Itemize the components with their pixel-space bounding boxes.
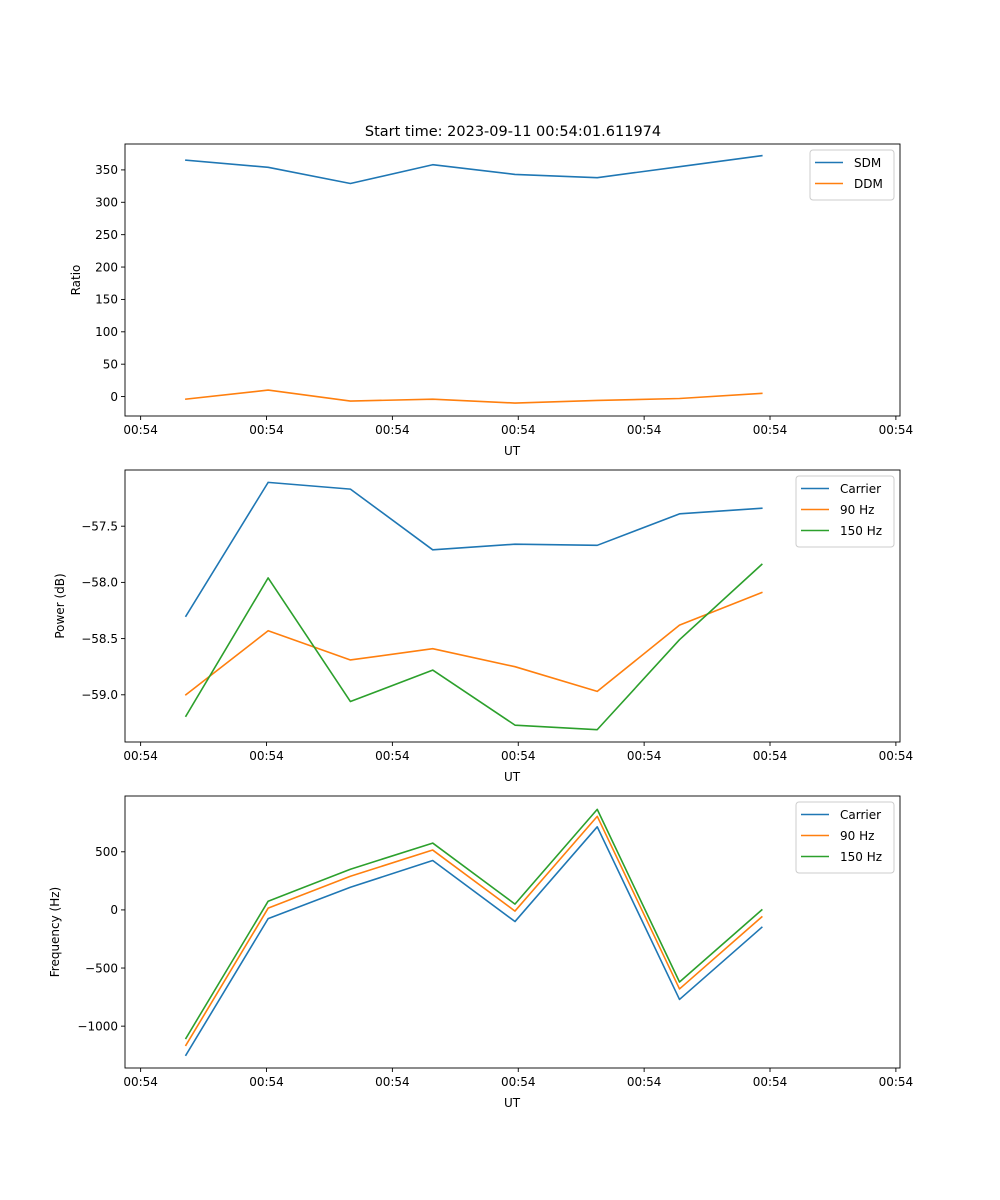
ratio-y-tick-label: 50 [103, 357, 118, 371]
power-x-tick-label: 00:54 [249, 749, 284, 763]
frequency-legend: Carrier 90 Hz 150 Hz [795, 801, 895, 874]
frequency-x-tick-label: 00:54 [879, 1075, 914, 1089]
power-x-tick-label: 00:54 [753, 749, 788, 763]
power-axes-frame [124, 469, 901, 743]
ratio-x-tick-label: 00:54 [753, 423, 788, 437]
ratio-y-tick-label: 100 [95, 325, 118, 339]
ratio-y-tick-label: 150 [95, 293, 118, 307]
frequency-series-group [184, 808, 763, 1057]
frequency-legend-label: 150 Hz [840, 850, 882, 864]
power-legend-box [795, 475, 895, 548]
ratio-panel: 00:54 00:54 00:54 00:54 00:54 00:54 00:54 0 50 10… [69, 143, 914, 458]
power-y-axis-label: Power (dB) [53, 573, 67, 638]
ratio-x-tick-label: 00:54 [249, 423, 284, 437]
frequency-y-tick-label: 500 [95, 845, 118, 859]
power-y-tick-label: −59.0 [81, 688, 118, 702]
ratio-x-axis-label: UT [504, 444, 521, 458]
power-legend: Carrier 90 Hz 150 Hz [795, 475, 895, 548]
ratio-x-tick-label: 00:54 [879, 423, 914, 437]
ratio-legend-label: DDM [854, 177, 883, 191]
frequency-panel: 00:54 00:54 00:54 00:54 00:54 00:54 00:54 −1000… [48, 795, 914, 1110]
frequency-x-axis-label: UT [504, 1096, 521, 1110]
ratio-x-tick-label: 00:54 [627, 423, 662, 437]
ratio-series-line-ddm [184, 389, 763, 404]
frequency-legend-label: Carrier [840, 808, 881, 822]
frequency-x-tick-label: 00:54 [249, 1075, 284, 1089]
frequency-x-tick-label: 00:54 [375, 1075, 410, 1089]
power-x-tick-label: 00:54 [501, 749, 536, 763]
ratio-x-tick-label: 00:54 [375, 423, 410, 437]
frequency-y-axis-label: Frequency (Hz) [48, 887, 62, 978]
frequency-y-tick-label: −500 [85, 961, 118, 975]
power-x-axis-label: UT [504, 770, 521, 784]
power-y-tick-label: −57.5 [81, 519, 118, 533]
ratio-legend: SDM DDM [809, 149, 895, 201]
power-series-group [184, 481, 763, 731]
ratio-y-tick-label: 350 [95, 163, 118, 177]
frequency-series-line-90-hz [184, 815, 763, 1047]
power-series-line-carrier [184, 481, 763, 618]
frequency-axes-frame [124, 795, 901, 1069]
chart-title: Start time: 2023-09-11 00:54:01.611974 [365, 124, 661, 140]
ratio-y-tick-label: 200 [95, 260, 118, 274]
ratio-x-tick-label: 00:54 [501, 423, 536, 437]
power-y-tick-label: −58.0 [81, 576, 118, 590]
ratio-y-tick-label: 250 [95, 228, 118, 242]
frequency-x-tick-label: 00:54 [753, 1075, 788, 1089]
power-x-tick-label: 00:54 [375, 749, 410, 763]
ratio-legend-box [809, 149, 895, 201]
power-legend-label: Carrier [840, 482, 881, 496]
frequency-series-line-150-hz [184, 808, 763, 1040]
ratio-y-tick-label: 0 [110, 390, 118, 404]
ratio-y-tick-label: 300 [95, 196, 118, 210]
frequency-y-tick-label: 0 [110, 903, 118, 917]
ratio-series-line-sdm [185, 154, 763, 185]
power-legend-label: 90 Hz [840, 503, 874, 517]
frequency-legend-label: 90 Hz [840, 829, 874, 843]
power-panel: 00:54 00:54 00:54 00:54 00:54 00:54 00:54 −59.0… [53, 469, 914, 784]
power-x-tick-label: 00:54 [123, 749, 158, 763]
ratio-series-group [184, 154, 763, 404]
ratio-y-axis-label: Ratio [69, 265, 83, 296]
ratio-axes-frame [124, 143, 901, 417]
frequency-x-tick-label: 00:54 [501, 1075, 536, 1089]
power-series-line-90-hz [184, 591, 763, 696]
ratio-legend-label: SDM [854, 156, 881, 170]
power-x-tick-label: 00:54 [627, 749, 662, 763]
frequency-legend-box [795, 801, 895, 874]
ratio-x-tick-label: 00:54 [123, 423, 158, 437]
frequency-x-tick-label: 00:54 [123, 1075, 158, 1089]
frequency-y-tick-label: −1000 [77, 1019, 118, 1033]
power-series-line-150-hz [184, 563, 763, 731]
frequency-series-line-carrier [184, 825, 763, 1057]
power-y-tick-label: −58.5 [81, 632, 118, 646]
power-legend-label: 150 Hz [840, 524, 882, 538]
frequency-x-tick-label: 00:54 [627, 1075, 662, 1089]
power-x-tick-label: 00:54 [879, 749, 914, 763]
